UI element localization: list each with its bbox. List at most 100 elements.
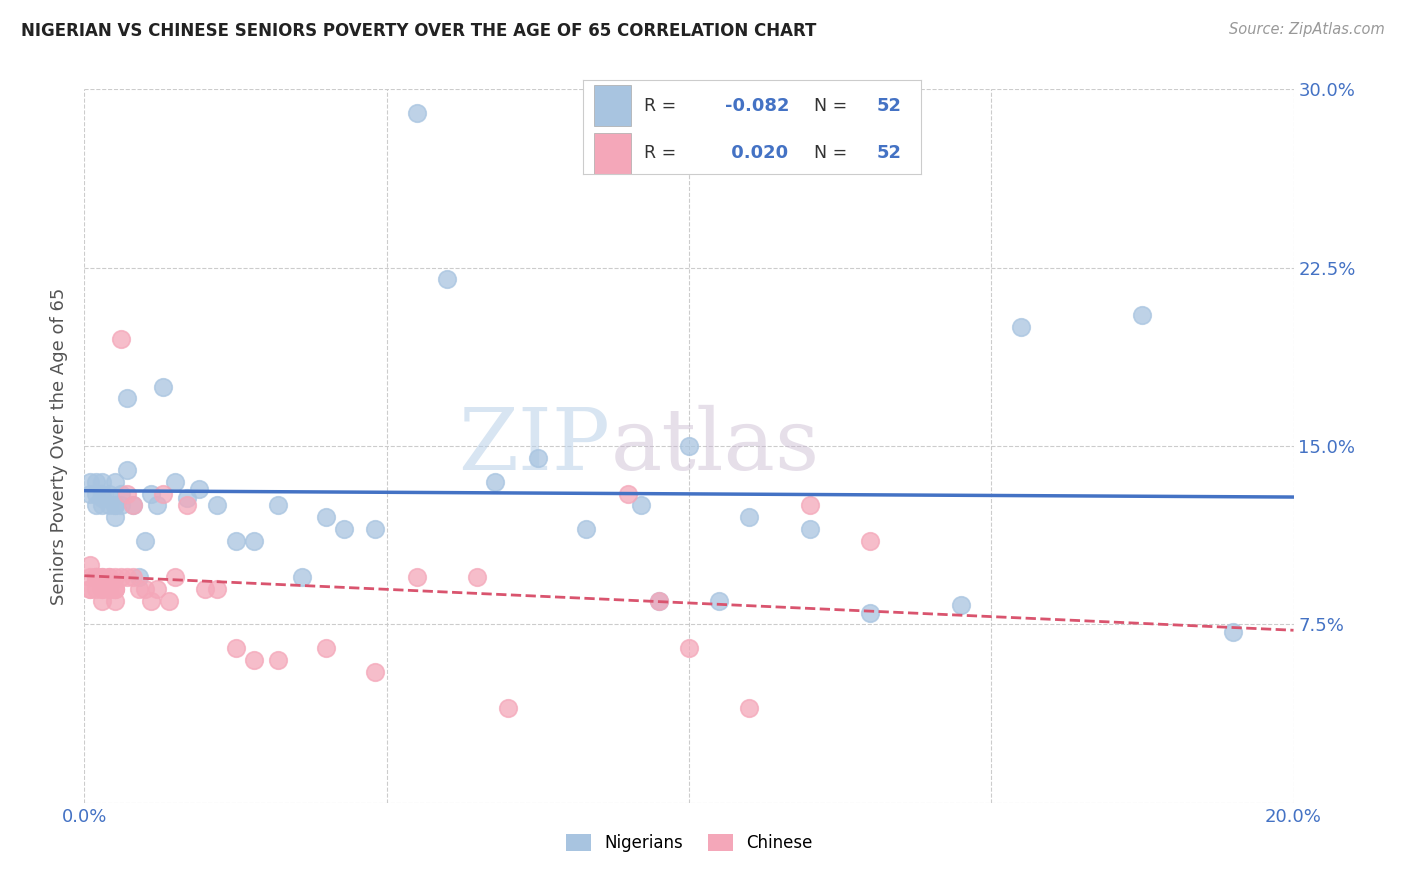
Point: [79, 582, 101, 596]
Point: [363, 665, 385, 679]
Point: [91, 570, 114, 584]
Point: [406, 106, 429, 120]
Text: N =: N =: [803, 96, 846, 114]
Point: [91, 570, 114, 584]
Point: [110, 332, 132, 346]
Point: [79, 582, 101, 596]
Point: [165, 570, 187, 584]
Text: 52: 52: [877, 96, 903, 114]
Point: [110, 499, 132, 513]
Point: [97, 582, 120, 596]
Point: [110, 570, 132, 584]
Point: [104, 582, 127, 596]
Point: [86, 475, 108, 489]
Point: [575, 522, 598, 536]
Point: [79, 570, 101, 584]
Point: [188, 482, 211, 496]
Point: [738, 700, 761, 714]
Point: [157, 593, 180, 607]
Point: [406, 570, 429, 584]
Point: [86, 570, 108, 584]
Point: [467, 570, 489, 584]
Point: [91, 499, 114, 513]
Point: [527, 450, 550, 465]
Point: [738, 510, 761, 524]
Point: [176, 491, 198, 506]
Point: [176, 499, 198, 513]
Point: [799, 522, 821, 536]
Point: [194, 582, 217, 596]
Point: [91, 491, 114, 506]
Point: [104, 499, 127, 513]
Point: [648, 593, 671, 607]
Point: [121, 499, 143, 513]
Point: [333, 522, 356, 536]
Point: [617, 486, 640, 500]
Text: NIGERIAN VS CHINESE SENIORS POVERTY OVER THE AGE OF 65 CORRELATION CHART: NIGERIAN VS CHINESE SENIORS POVERTY OVER…: [21, 22, 817, 40]
Point: [484, 475, 506, 489]
Point: [97, 570, 120, 584]
Text: atlas: atlas: [610, 404, 820, 488]
Point: [79, 475, 101, 489]
Point: [242, 653, 264, 667]
Point: [121, 570, 143, 584]
Point: [86, 499, 108, 513]
Point: [115, 486, 138, 500]
Point: [291, 570, 314, 584]
Point: [86, 486, 108, 500]
Point: [97, 582, 120, 596]
Text: N =: N =: [803, 145, 846, 162]
Point: [146, 582, 169, 596]
Point: [225, 534, 247, 549]
Text: Source: ZipAtlas.com: Source: ZipAtlas.com: [1229, 22, 1385, 37]
Text: -0.082: -0.082: [725, 96, 790, 114]
Point: [104, 582, 127, 596]
Point: [86, 582, 108, 596]
Point: [267, 499, 290, 513]
Point: [709, 593, 731, 607]
Point: [315, 510, 337, 524]
Point: [110, 486, 132, 500]
Text: R =: R =: [644, 145, 682, 162]
FancyBboxPatch shape: [593, 133, 631, 174]
Point: [86, 570, 108, 584]
Point: [1011, 320, 1033, 334]
Point: [950, 599, 973, 613]
Point: [91, 486, 114, 500]
Point: [104, 593, 127, 607]
Point: [128, 570, 150, 584]
Legend: Nigerians, Chinese: Nigerians, Chinese: [558, 827, 820, 859]
Point: [104, 582, 127, 596]
Point: [97, 486, 120, 500]
Point: [104, 475, 127, 489]
Point: [165, 475, 187, 489]
Point: [315, 641, 337, 656]
Point: [859, 606, 882, 620]
Point: [97, 570, 120, 584]
Point: [207, 499, 229, 513]
Point: [91, 475, 114, 489]
Point: [139, 593, 162, 607]
Point: [91, 582, 114, 596]
Point: [97, 499, 120, 513]
Point: [86, 570, 108, 584]
Point: [678, 439, 700, 453]
Point: [678, 641, 700, 656]
Point: [207, 582, 229, 596]
Point: [242, 534, 264, 549]
Point: [79, 486, 101, 500]
Point: [134, 582, 156, 596]
Text: ZIP: ZIP: [458, 404, 610, 488]
Point: [91, 593, 114, 607]
Point: [121, 499, 143, 513]
Point: [363, 522, 385, 536]
Point: [134, 534, 156, 549]
Point: [436, 272, 458, 286]
Point: [630, 499, 652, 513]
Point: [225, 641, 247, 656]
Point: [128, 582, 150, 596]
Text: 52: 52: [877, 145, 903, 162]
Point: [152, 486, 174, 500]
Point: [104, 510, 127, 524]
Point: [115, 570, 138, 584]
